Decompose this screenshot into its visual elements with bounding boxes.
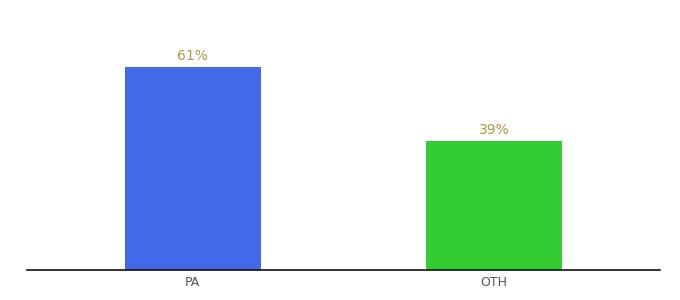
Text: 39%: 39% (479, 122, 509, 136)
Text: 61%: 61% (177, 50, 208, 64)
Bar (125, 68, 260, 270)
Bar (426, 140, 562, 270)
